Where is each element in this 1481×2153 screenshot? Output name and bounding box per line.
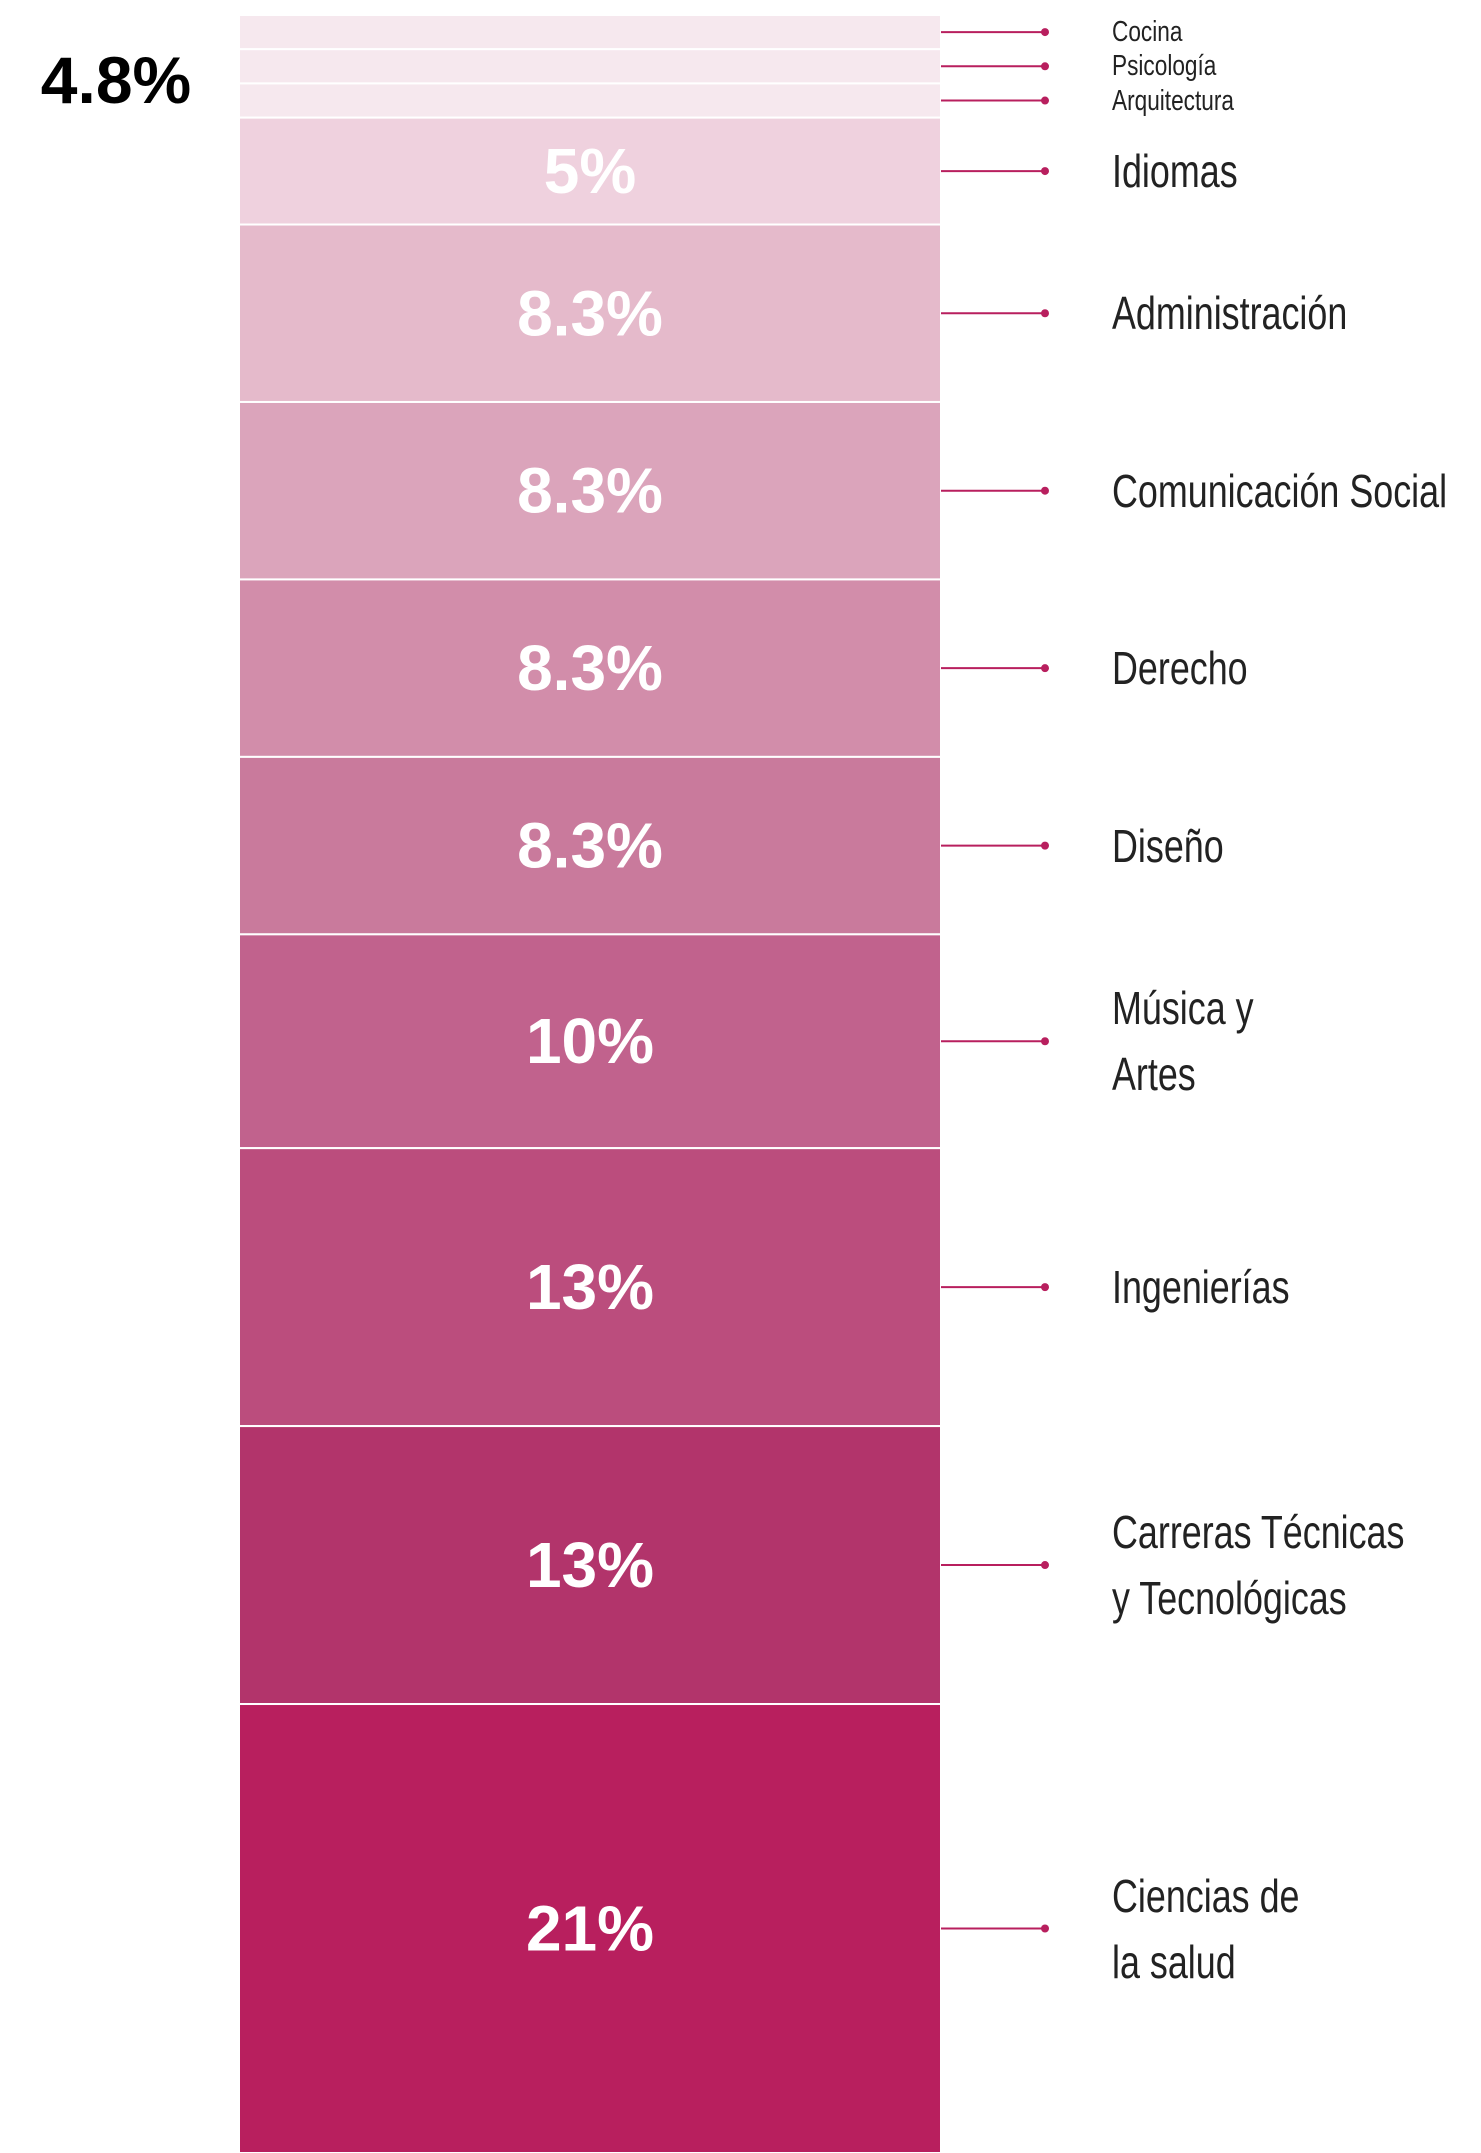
bar-segment (238, 1147, 942, 1428)
category-label: Carreras Técnicas y Tecnológicas (1112, 1506, 1405, 1625)
value-label: 8.3% (517, 455, 663, 527)
value-label: 21% (526, 1893, 654, 1965)
category-label: Psicología (1112, 50, 1217, 83)
bar-segment (238, 82, 942, 119)
category-label: Diseño (1112, 819, 1224, 872)
bar-segment (238, 14, 942, 51)
category-label: Arquitectura (1112, 84, 1234, 117)
leader-dot (1041, 62, 1049, 71)
leader-dot (1041, 486, 1049, 495)
value-label: 10% (526, 1005, 654, 1077)
leader-dot (1041, 1283, 1049, 1292)
bar-segment (238, 1703, 942, 2153)
value-label: 8.3% (517, 632, 663, 704)
bar-segment (238, 400, 942, 581)
bar-segment (238, 755, 942, 936)
value-label: 8.3% (517, 810, 663, 882)
leader-dot (1041, 1924, 1049, 1933)
group-annotation: 4.8% (41, 43, 191, 117)
category-label: Idiomas (1112, 145, 1238, 198)
value-label: 13% (526, 1529, 654, 1601)
category-label: Ingenierías (1112, 1261, 1290, 1314)
bar-segment (238, 48, 942, 85)
leader-dot (1041, 96, 1049, 105)
category-label: Derecho (1112, 642, 1248, 695)
category-label: Cocina (1112, 16, 1183, 49)
leader-dot (1041, 1037, 1049, 1046)
bar-segment (238, 116, 942, 226)
category-label: Ciencias de la salud (1112, 1869, 1300, 1988)
value-label: 5% (544, 135, 637, 207)
leader-dot (1041, 664, 1049, 673)
bar-segment (238, 223, 942, 403)
category-label: Administración (1112, 287, 1348, 340)
leader-dot (1041, 28, 1049, 37)
leader-dot (1041, 309, 1049, 318)
category-label: Comunicación Social (1112, 464, 1448, 517)
bar-segment (238, 933, 942, 1150)
bar-segment (238, 1425, 942, 1706)
category-label: Música y Artes (1112, 982, 1254, 1101)
value-label: 13% (526, 1251, 654, 1323)
leader-dot (1041, 1561, 1049, 1570)
leader-dot (1041, 841, 1049, 850)
leader-dot (1041, 167, 1049, 176)
value-label: 8.3% (517, 277, 663, 349)
bar-segment (238, 578, 942, 758)
